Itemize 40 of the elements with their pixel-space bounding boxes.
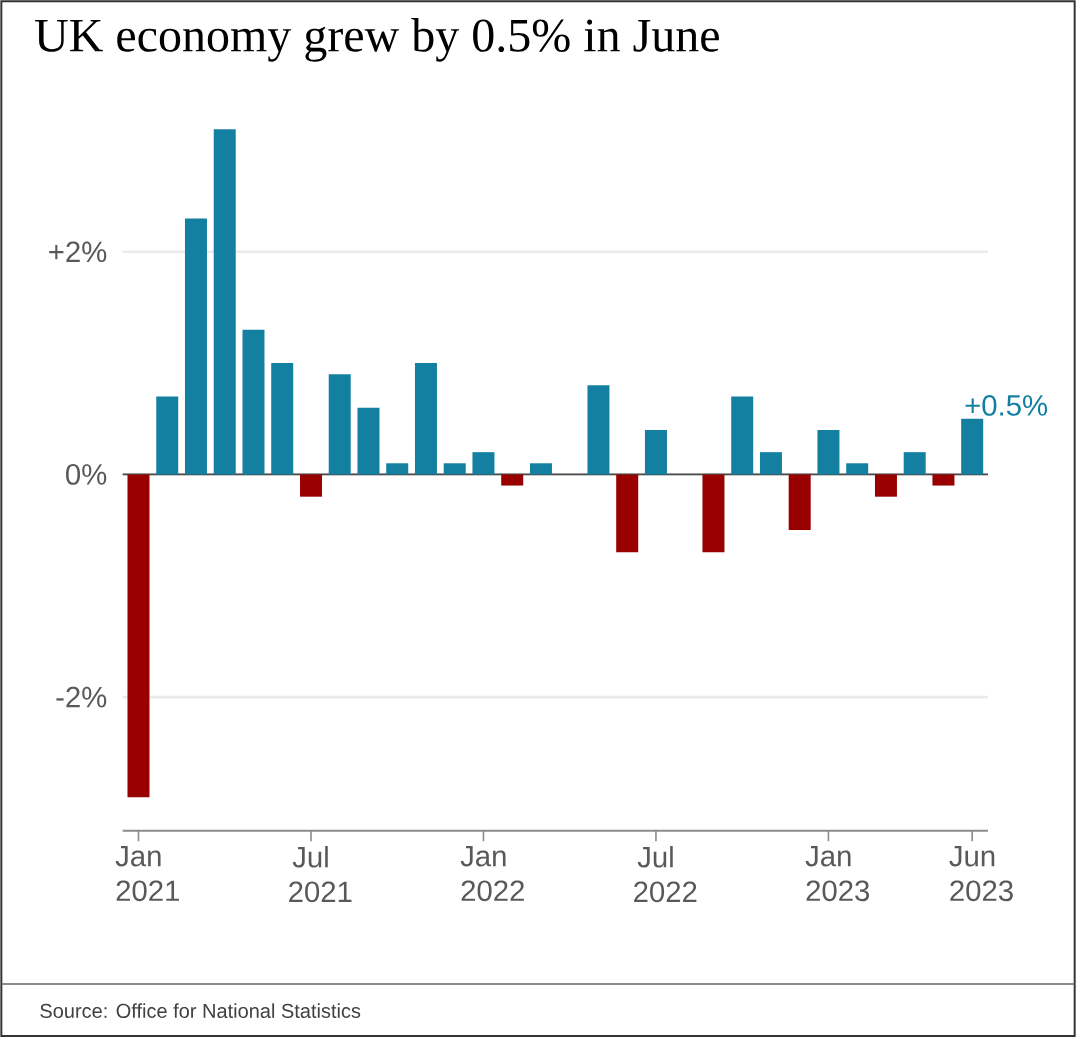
bar xyxy=(702,474,725,553)
chart-title: UK economy grew by 0.5% in June xyxy=(35,17,719,62)
bar xyxy=(731,396,754,475)
x-tick-label: Jun 2023 xyxy=(949,845,1013,902)
bar xyxy=(414,362,437,475)
bar xyxy=(759,452,782,475)
bar xyxy=(184,218,207,475)
bar xyxy=(328,374,351,475)
x-tick-label: Jul 2021 xyxy=(289,845,352,903)
bar xyxy=(587,385,610,475)
x-tick-label: Jan 2022 xyxy=(460,845,524,902)
bar xyxy=(156,396,179,475)
bar xyxy=(903,452,926,475)
bar xyxy=(961,418,984,475)
bar xyxy=(932,474,955,486)
y-tick-label: -2% xyxy=(56,686,107,708)
bar xyxy=(788,474,811,530)
bar xyxy=(127,474,150,798)
bar xyxy=(386,463,409,475)
bar xyxy=(472,452,495,475)
bar xyxy=(271,362,294,475)
bar xyxy=(299,474,322,497)
x-tick-label: Jul 2022 xyxy=(634,845,697,903)
bar xyxy=(616,474,639,553)
bar xyxy=(501,474,524,486)
x-tick-label: Jan 2021 xyxy=(115,845,179,902)
y-tick-label: 0% xyxy=(66,463,107,485)
data-label: +0.5% xyxy=(965,394,1048,416)
bar xyxy=(529,463,552,475)
bar xyxy=(443,463,466,475)
bar xyxy=(644,429,667,475)
source-note: Source: Office for National Statistics xyxy=(40,1003,361,1018)
bar xyxy=(213,129,236,475)
bar xyxy=(242,329,265,475)
bar xyxy=(357,407,380,475)
bar xyxy=(846,463,869,475)
y-tick-label: +2% xyxy=(49,241,107,262)
x-tick-label: Jan 2023 xyxy=(805,845,870,902)
bar xyxy=(874,474,897,497)
bar xyxy=(817,429,840,475)
